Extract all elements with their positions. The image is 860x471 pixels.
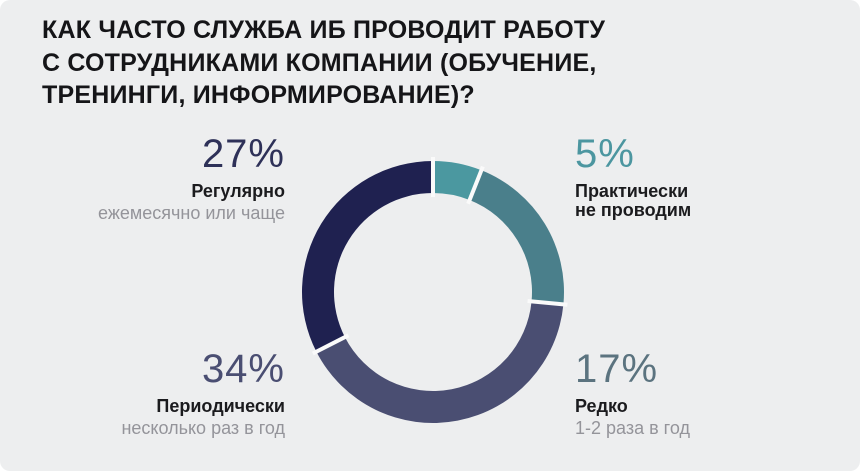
callout-periodically: 34% Периодически несколько раз в год xyxy=(45,348,285,438)
donut-slice xyxy=(469,170,564,305)
category-label: Редко xyxy=(575,396,628,416)
category-sublabel: ежемесячно или чаще xyxy=(98,203,285,223)
callout-almost-never: 5% Практически не проводим xyxy=(575,133,815,223)
category-label: Практически не проводим xyxy=(575,181,692,220)
percent-value: 34% xyxy=(201,347,285,391)
callout-regularly: 27% Регулярно ежемесячно или чаще xyxy=(45,133,285,223)
donut-slice xyxy=(302,161,433,352)
slice-divider xyxy=(527,298,568,307)
percent-value: 5% xyxy=(575,132,635,176)
category-label: Периодически xyxy=(156,396,285,416)
category-label: Регулярно xyxy=(191,181,285,201)
donut-chart xyxy=(298,157,568,427)
chart-title: КАК ЧАСТО СЛУЖБА ИБ ПРОВОДИТ РАБОТУ С СО… xyxy=(42,16,606,109)
category-sublabel: 1-2 раза в год xyxy=(575,418,690,438)
percent-value: 27% xyxy=(201,132,285,176)
percent-value: 17% xyxy=(575,347,659,391)
slice-divider xyxy=(466,165,485,205)
donut-slice xyxy=(316,301,564,423)
donut-slice xyxy=(433,161,482,201)
callout-rarely: 17% Редко 1-2 раза в год xyxy=(575,348,815,438)
category-sublabel: несколько раз в год xyxy=(121,418,285,438)
donut-chart-svg xyxy=(302,157,568,423)
slice-divider xyxy=(311,333,350,356)
